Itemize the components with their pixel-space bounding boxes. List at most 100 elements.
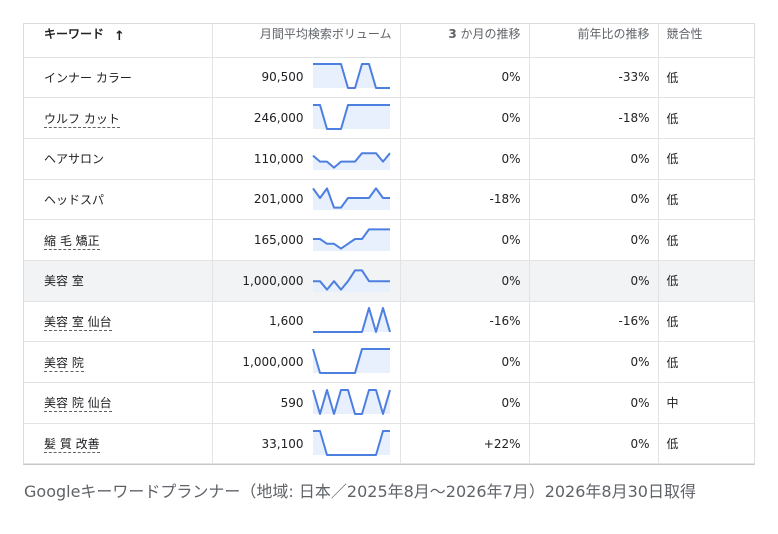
three-month-value: 0% xyxy=(501,395,521,410)
competition-cell: 低 xyxy=(658,301,754,343)
trend-sparkline[interactable] xyxy=(311,344,392,380)
keyword-table: キーワード ↑ 月間平均検索ボリューム 3 か月の推移 前年比の推移 競合性 イン… xyxy=(24,24,754,464)
three-month-value: 0% xyxy=(501,70,521,85)
competition-value: 低 xyxy=(666,111,679,126)
yoy-cell: -16% xyxy=(529,301,659,343)
header-yoy-label: 前年比の推移 xyxy=(577,27,650,41)
table-row: ヘアサロン 110,000 0% 0% 低 xyxy=(24,138,754,180)
three-month-cell: +22% xyxy=(400,423,530,464)
keyword-cell: 美容 院 xyxy=(24,341,213,383)
competition-value: 中 xyxy=(666,396,679,411)
keyword-cell: 髪 質 改善 xyxy=(24,423,213,464)
keyword-cell: 美容 室 仙台 xyxy=(24,301,213,343)
keyword-text: ヘッドスパ xyxy=(44,192,105,207)
sparkline-area xyxy=(312,64,390,89)
header-volume-label: 月間平均検索ボリューム xyxy=(259,27,392,41)
keyword-text[interactable]: 美容 室 仙台 xyxy=(44,314,112,331)
header-yoy[interactable]: 前年比の推移 xyxy=(529,24,659,58)
source-caption: Googleキーワードプランナー（地域: 日本／2025年8月〜2026年7月）… xyxy=(24,482,696,501)
three-month-cell: 0% xyxy=(400,57,530,99)
competition-value: 低 xyxy=(666,314,679,329)
competition-cell: 低 xyxy=(658,260,754,302)
three-month-cell: 0% xyxy=(400,97,530,139)
yoy-value: 0% xyxy=(630,436,650,451)
keyword-text[interactable]: 縮 毛 矯正 xyxy=(44,233,100,250)
volume-value: 1,000,000 xyxy=(242,273,304,288)
three-month-cell: -16% xyxy=(400,301,530,343)
header-volume[interactable]: 月間平均検索ボリューム xyxy=(212,24,401,58)
sparkline-line xyxy=(311,151,391,169)
competition-value: 低 xyxy=(666,274,679,289)
keyword-text: 美容 室 xyxy=(44,274,84,289)
trend-sparkline[interactable] xyxy=(312,222,392,258)
header-competition-label: 競合性 xyxy=(666,27,703,41)
keyword-cell: ウルフ カット xyxy=(24,97,213,139)
yoy-cell: 0% xyxy=(529,260,659,302)
three-month-cell: 0% xyxy=(400,260,530,302)
trend-sparkline[interactable] xyxy=(312,100,392,136)
sparkline-area xyxy=(312,270,390,292)
three-month-cell: 0% xyxy=(400,219,530,261)
keyword-cell: 美容 室 xyxy=(24,260,213,302)
header-competition[interactable]: 競合性 xyxy=(658,24,754,58)
volume-cell: 590 xyxy=(212,382,401,424)
yoy-cell: -33% xyxy=(529,57,659,99)
header-keyword[interactable]: キーワード ↑ xyxy=(24,24,213,58)
sparkline-line xyxy=(311,388,391,415)
competition-cell: 低 xyxy=(658,138,754,180)
competition-value: 低 xyxy=(666,192,679,207)
keyword-text[interactable]: 髪 質 改善 xyxy=(44,437,100,454)
trend-sparkline[interactable] xyxy=(311,141,392,177)
competition-cell: 低 xyxy=(658,423,754,464)
keyword-text[interactable]: 美容 院 仙台 xyxy=(44,396,112,413)
three-month-value: 0% xyxy=(501,151,521,166)
sparkline-line xyxy=(312,228,390,250)
sparkline-line xyxy=(312,104,390,131)
trend-sparkline[interactable] xyxy=(312,303,392,339)
volume-cell: 246,000 xyxy=(212,97,401,139)
three-month-value: +22% xyxy=(483,436,521,451)
trend-sparkline[interactable] xyxy=(311,181,392,217)
trend-sparkline[interactable] xyxy=(311,385,392,421)
table-row: ウルフ カット 246,000 0% -18% 低 xyxy=(24,97,754,139)
yoy-value: 0% xyxy=(630,395,650,410)
sparkline-line xyxy=(311,187,390,210)
keyword-text: ヘアサロン xyxy=(44,152,105,167)
keyword-cell: ヘッドスパ xyxy=(24,179,213,221)
trend-sparkline[interactable] xyxy=(312,426,392,462)
arrow-up-icon[interactable]: ↑ xyxy=(114,29,125,44)
competition-cell: 低 xyxy=(658,341,754,383)
yoy-cell: -18% xyxy=(529,97,659,139)
table-row: 美容 室 1,000,000 0% 0% 低 xyxy=(24,260,754,302)
table-row: 美容 院 仙台 590 0% 0% 中 xyxy=(24,382,754,424)
header-three-month-label: か月の推移 xyxy=(456,27,521,41)
trend-sparkline[interactable] xyxy=(312,59,392,95)
header-three-month[interactable]: 3 か月の推移 xyxy=(400,24,530,58)
keyword-text[interactable]: 美容 院 xyxy=(44,355,84,372)
three-month-value: 0% xyxy=(501,355,521,370)
yoy-value: -33% xyxy=(618,70,650,85)
header-three-month-number: 3 xyxy=(448,27,457,41)
sparkline-line xyxy=(312,429,390,456)
trend-sparkline[interactable] xyxy=(312,263,392,299)
header-keyword-label: キーワード xyxy=(44,27,105,41)
yoy-value: 0% xyxy=(630,192,650,207)
table-row: 美容 院 1,000,000 0% 0% 低 xyxy=(24,341,754,383)
keyword-cell: インナー カラー xyxy=(24,57,213,99)
volume-cell: 110,000 xyxy=(212,138,401,180)
competition-value: 低 xyxy=(666,70,679,85)
competition-value: 低 xyxy=(666,152,679,167)
volume-value: 1,600 xyxy=(269,314,304,329)
yoy-value: 0% xyxy=(630,151,650,166)
yoy-cell: 0% xyxy=(529,382,659,424)
three-month-cell: -18% xyxy=(400,179,530,221)
keyword-table-container: キーワード ↑ 月間平均検索ボリューム 3 か月の推移 前年比の推移 競合性 イン… xyxy=(23,23,755,465)
keyword-cell: 縮 毛 矯正 xyxy=(24,219,213,261)
three-month-cell: 0% xyxy=(400,382,530,424)
sparkline-line xyxy=(312,63,390,90)
yoy-value: -18% xyxy=(618,111,650,126)
table-row: インナー カラー 90,500 0% -33% 低 xyxy=(24,57,754,99)
keyword-text[interactable]: ウルフ カット xyxy=(44,111,120,128)
table-row: 髪 質 改善 33,100 +22% 0% 低 xyxy=(24,423,754,464)
volume-cell: 90,500 xyxy=(212,57,401,99)
